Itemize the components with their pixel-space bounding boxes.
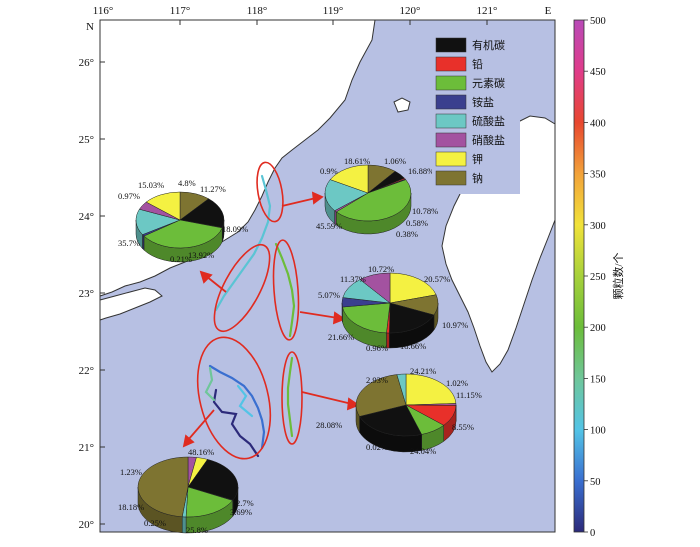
- legend-label: 元素碳: [472, 76, 505, 90]
- pie-mid-label: 10.97%: [442, 320, 468, 330]
- pie-ne-label: 18.61%: [344, 156, 370, 166]
- legend-swatch: [436, 38, 466, 52]
- pie-sw-label: 18.18%: [118, 502, 144, 512]
- lat-label: 26°: [79, 57, 94, 69]
- pie-chart-se: [356, 374, 456, 452]
- colorbar-tick-label: 200: [590, 323, 606, 334]
- pie-ne-label: 0.38%: [396, 229, 418, 239]
- pie-w-label: 18.09%: [222, 224, 248, 234]
- legend-label: 钾: [472, 152, 483, 166]
- lat-label: 23°: [79, 288, 94, 300]
- lat-label: 25°: [79, 134, 94, 146]
- lon-label: 118°: [247, 5, 268, 17]
- lon-label: 120°: [400, 5, 421, 17]
- legend-swatch: [436, 171, 466, 185]
- pie-mid-label: 20.57%: [424, 274, 450, 284]
- pie-se-label: 2.93%: [366, 375, 388, 385]
- legend-swatch: [436, 114, 466, 128]
- lon-label: 121°: [477, 5, 498, 17]
- pie-mid-label: 21.66%: [328, 332, 354, 342]
- pie-se-label: 1.02%: [446, 378, 468, 388]
- pie-w-label: 11.27%: [200, 184, 226, 194]
- pie-ne-label: 0.9%: [320, 166, 338, 176]
- legend-swatch: [436, 152, 466, 166]
- pie-sw-label: 0.25%: [144, 518, 166, 528]
- legend-label: 铅: [472, 57, 483, 71]
- pie-w-label: 4.8%: [178, 178, 196, 188]
- pie-w-label: 0.97%: [118, 191, 140, 201]
- pie-se-label: 24.04%: [410, 446, 436, 456]
- lon-label: 116°: [93, 5, 114, 17]
- pie-sw-label: 3.69%: [230, 507, 252, 517]
- legend-swatch: [436, 95, 466, 109]
- pie-mid-label: 10.72%: [368, 264, 394, 274]
- pie-sw-label: 25.8%: [186, 525, 208, 535]
- legend-label: 硝酸盐: [472, 133, 505, 147]
- pie-ne-label: 16.88%: [408, 166, 434, 176]
- pie-se-label: 28.08%: [316, 420, 342, 430]
- pie-mid-label: 18.66%: [400, 341, 426, 351]
- lon-label: 117°: [170, 5, 191, 17]
- lat-labels: N 26° 25° 24° 23° 22° 21° 20°: [79, 21, 94, 531]
- pie-w-label: 35.7%: [118, 238, 140, 248]
- legend-label: 钠: [472, 171, 483, 185]
- colorbar-tick-label: 250: [590, 272, 606, 283]
- pie-chart-mid: [342, 273, 438, 348]
- legend-swatch: [436, 76, 466, 90]
- colorbar-ramp: [574, 20, 584, 532]
- pie-ne-label: 0.58%: [406, 218, 428, 228]
- colorbar-tick-label: 100: [590, 426, 606, 437]
- pie-mid-label: 0.96%: [366, 343, 388, 353]
- pie-sw-label: 48.16%: [188, 447, 214, 457]
- pie-se-label: 11.15%: [456, 390, 482, 400]
- pie-w-label: 0.21%: [170, 254, 192, 264]
- colorbar-title: 颗粒数/个: [611, 252, 625, 299]
- legend-label: 铵盐: [472, 95, 494, 109]
- pie-se-label: 8.55%: [452, 422, 474, 432]
- lon-label: 119°: [323, 5, 344, 17]
- colorbar-tick-label: 150: [590, 374, 606, 385]
- legend-swatch: [436, 133, 466, 147]
- lon-labels: 116° 117° 118° 119° 120° 121° E: [93, 5, 552, 17]
- pie-se-label: 24.21%: [410, 366, 436, 376]
- lat-label: 22°: [79, 365, 94, 377]
- pie-mid-label: 5.07%: [318, 290, 340, 300]
- colorbar-tick-label: 500: [590, 16, 606, 27]
- lon-label: E: [545, 5, 552, 17]
- colorbar-tick-label: 0: [590, 528, 595, 539]
- lat-label: 21°: [79, 442, 94, 454]
- colorbar-tick-label: 400: [590, 118, 606, 129]
- lat-label: 24°: [79, 211, 94, 223]
- legend-label: 硫酸盐: [472, 114, 505, 128]
- pie-se-label: 0.02%: [366, 442, 388, 452]
- lat-label: 20°: [79, 519, 94, 531]
- legend-swatch: [436, 57, 466, 71]
- pie-mid-label: 11.37%: [340, 274, 366, 284]
- lat-label: N: [86, 21, 94, 33]
- pie-sw-label: 1.23%: [120, 467, 142, 477]
- legend-label: 有机碳: [472, 38, 505, 52]
- colorbar-tick-label: 350: [590, 170, 606, 181]
- colorbar-tick-label: 300: [590, 221, 606, 232]
- colorbar-tick-label: 50: [590, 477, 601, 488]
- pie-w-label: 15.03%: [138, 180, 164, 190]
- pie-ne-label: 10.78%: [412, 206, 438, 216]
- pie-ne-label: 45.59%: [316, 221, 342, 231]
- colorbar-tick-label: 450: [590, 67, 606, 78]
- pie-ne-label: 1.06%: [384, 156, 406, 166]
